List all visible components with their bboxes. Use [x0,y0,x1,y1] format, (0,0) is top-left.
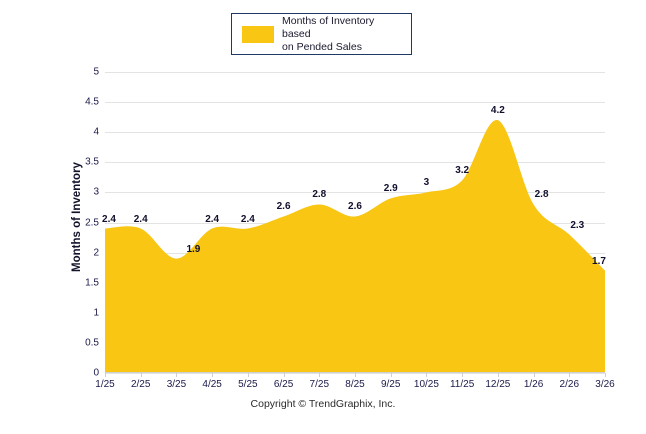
x-axis-tick-mark [176,373,178,377]
x-axis-tick-mark [569,373,571,377]
x-axis-tick-label: 6/25 [273,379,294,390]
x-axis-tick-mark [390,373,392,377]
x-axis-tick-label: 9/25 [380,379,401,390]
x-axis-tick-mark [533,373,535,377]
y-axis-tick-label: 5 [93,66,99,78]
y-axis-tick-label: 0 [93,367,99,379]
y-axis-tick-label: 2 [93,247,99,259]
y-axis-tick-label: 4 [93,126,99,138]
area-series [105,119,605,373]
x-axis-tick-label: 7/25 [309,379,330,390]
x-axis-tick-label: 3/25 [166,379,187,390]
x-axis-tick-mark [497,373,499,377]
x-axis-tick-mark [283,373,285,377]
x-axis-tick-label: 10/25 [413,379,439,390]
x-axis-tick-mark [605,373,606,377]
x-axis-tick-label: 1/25 [95,379,115,390]
gridline [105,132,605,134]
y-axis-tick-label: 4.5 [85,96,99,108]
y-axis-tick-label: 0.5 [85,337,99,349]
x-axis-tick-label: 1/26 [523,379,544,390]
y-axis-tick-label: 1.5 [85,277,99,289]
x-axis-tick-mark [140,373,142,377]
x-axis-tick-label: 3/26 [595,379,615,390]
gridline [105,72,605,73]
plot-area: 0 0.5 1 1.5 2 2.5 3 3.5 4 4.5 5 2.4 2.4 1.9 2.4 2.4 2.6… [85,67,615,391]
x-axis-tick-label: 2/25 [130,379,151,390]
y-axis-title: Months of Inventory [70,162,83,272]
area-series-path [105,119,605,373]
gridline [105,192,605,194]
x-axis-tick-label: 12/25 [485,379,511,390]
x-axis-tick-mark [105,373,106,377]
x-axis-tick-mark [355,373,356,377]
gridline [105,162,605,164]
y-axis-tick-label: 2.5 [85,217,99,228]
chart-legend: Months of Inventory based on Pended Sale… [231,13,412,55]
copyright-footer: Copyright © TrendGraphix, Inc. [250,398,396,410]
y-axis-tick-label: 3 [93,186,99,198]
legend-label: Months of Inventory based on Pended Sale… [282,14,375,53]
y-axis-tick-label: 3.5 [85,156,99,168]
x-axis-tick-label: 4/25 [202,379,222,390]
x-axis-tick-mark [212,373,214,377]
x-axis-tick-mark [319,373,321,377]
gridline [105,102,605,104]
x-axis-tick-label: 8/25 [345,379,365,390]
x-axis-tick-label: 11/25 [449,379,475,390]
x-axis-tick-label: 5/25 [238,379,258,390]
x-axis-tick-mark [247,373,249,377]
legend-swatch-icon [242,25,274,43]
x-axis-line [105,372,605,373]
y-axis-tick-label: 1 [93,307,99,319]
x-axis-tick-mark [426,373,428,377]
x-axis-tick-mark [462,373,464,377]
x-axis-tick-label: 2/26 [559,379,580,390]
